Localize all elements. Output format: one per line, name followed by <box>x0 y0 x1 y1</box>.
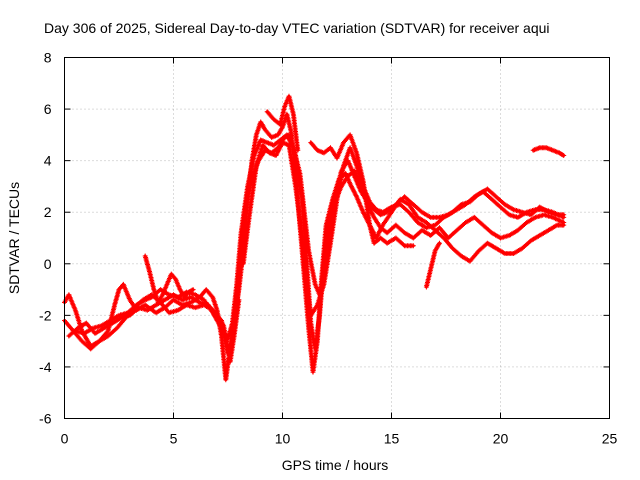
plus-markers <box>142 253 196 305</box>
y-tick-label: 4 <box>44 153 52 169</box>
plot-frame <box>64 57 610 419</box>
y-tick-label: 0 <box>44 256 52 272</box>
axis-ticks <box>64 57 610 419</box>
series-track-7 <box>264 93 301 153</box>
y-tick-label: 6 <box>44 101 52 117</box>
x-tick-label: 20 <box>493 431 509 447</box>
x-tick-label: 0 <box>61 431 69 447</box>
y-tick-label: 8 <box>44 50 52 66</box>
x-tick-label: 5 <box>170 431 178 447</box>
x-axis-title: GPS time / hours <box>282 457 389 473</box>
x-tick-label: 10 <box>275 431 291 447</box>
y-axis-title: SDTVAR / TECUs <box>6 182 22 294</box>
x-tick-labels: 0 5 10 15 20 25 <box>61 431 618 447</box>
chart-title: Day 306 of 2025, Sidereal Day-to-day VTE… <box>44 20 550 36</box>
x-tick-label: 15 <box>384 431 400 447</box>
y-tick-label: -4 <box>39 359 52 375</box>
y-tick-labels: -6 -4 -2 0 2 4 6 8 <box>39 50 52 427</box>
series-track-8 <box>308 132 416 249</box>
plus-markers <box>66 292 242 365</box>
plus-markers <box>530 145 567 158</box>
y-tick-label: 2 <box>44 204 52 220</box>
plus-markers <box>423 240 442 290</box>
series-track-6 <box>142 253 196 305</box>
plus-markers <box>264 93 301 153</box>
x-tick-label: 25 <box>602 431 618 447</box>
y-tick-label: -6 <box>39 411 52 427</box>
plus-markers <box>308 132 416 249</box>
series-track-9 <box>423 240 442 290</box>
series-track-10 <box>530 145 567 158</box>
y-tick-label: -2 <box>39 307 52 323</box>
